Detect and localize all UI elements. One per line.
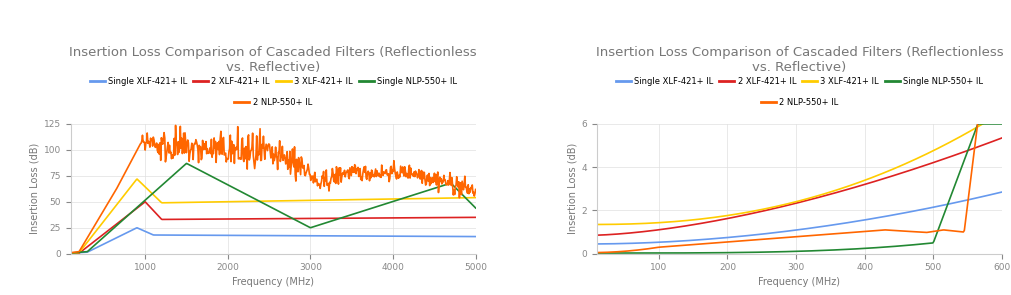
Title: Insertion Loss Comparison of Cascaded Filters (Reflectionless
vs. Reflective): Insertion Loss Comparison of Cascaded Fi… [595,46,1002,74]
Title: Insertion Loss Comparison of Cascaded Filters (Reflectionless
vs. Reflective): Insertion Loss Comparison of Cascaded Fi… [70,46,476,74]
X-axis label: Frequency (MHz): Frequency (MHz) [232,277,314,286]
Y-axis label: Insertion Loss (dB): Insertion Loss (dB) [29,143,39,235]
Y-axis label: Insertion Loss (dB): Insertion Loss (dB) [567,143,577,235]
X-axis label: Frequency (MHz): Frequency (MHz) [757,277,840,286]
Legend: 2 NLP-550+ IL: 2 NLP-550+ IL [231,94,315,110]
Legend: 2 NLP-550+ IL: 2 NLP-550+ IL [756,94,841,110]
